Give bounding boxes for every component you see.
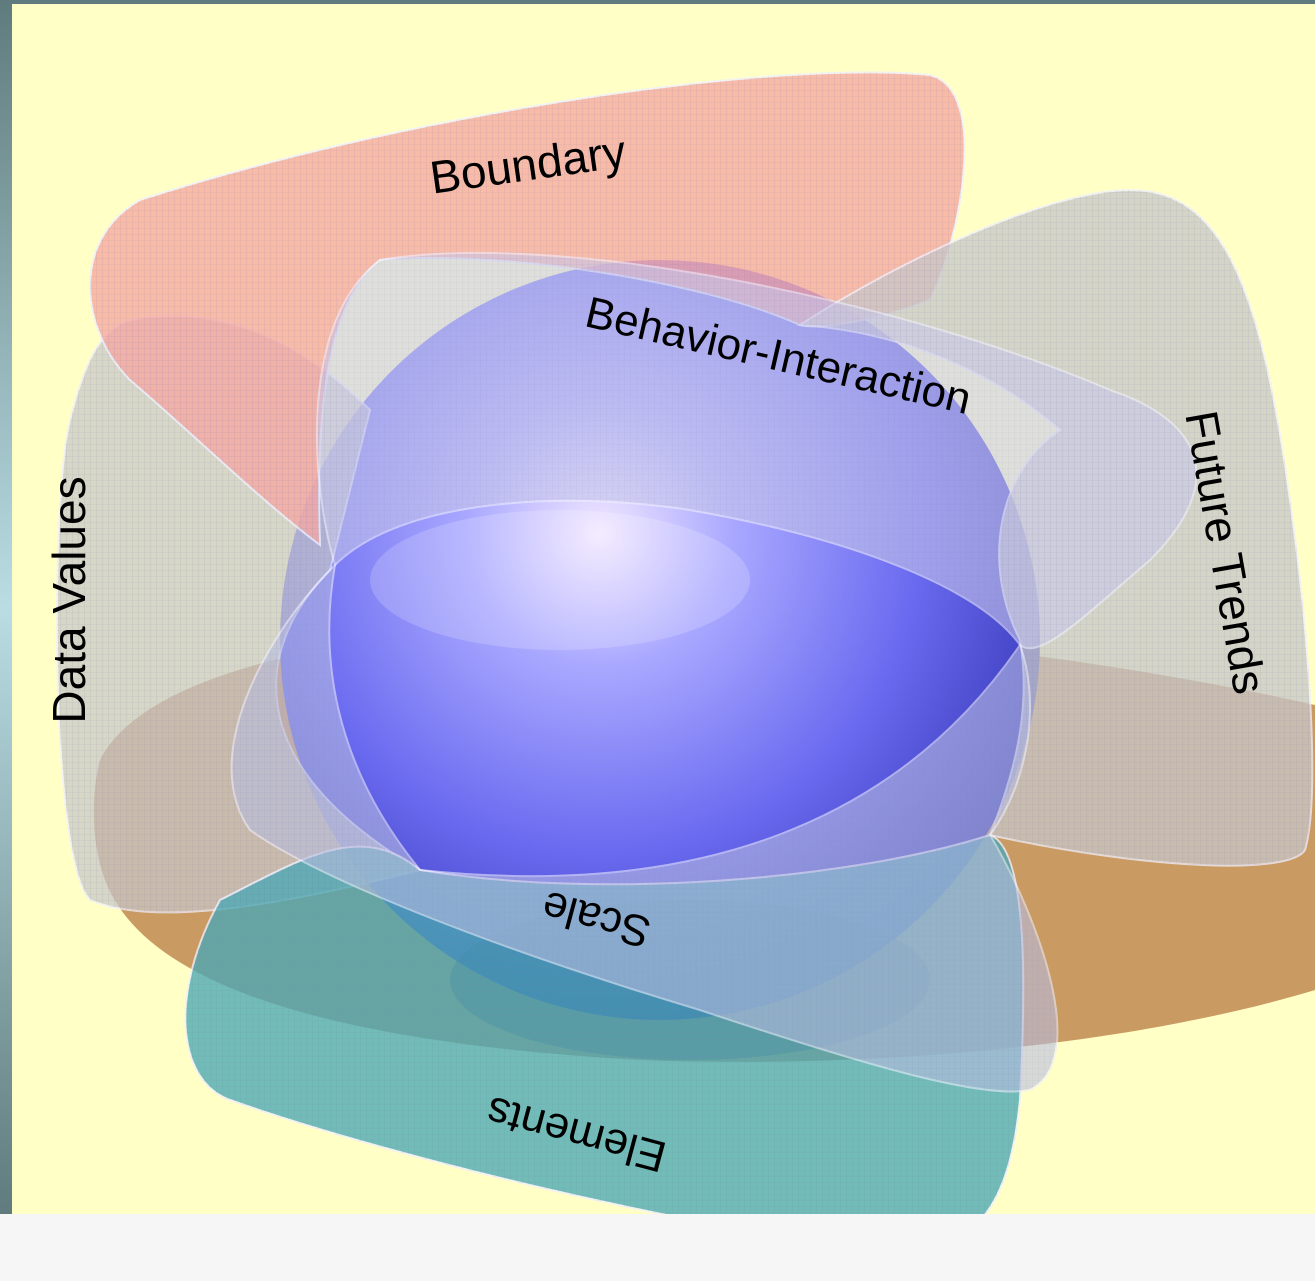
petal-scale: [230, 562, 1059, 1093]
concept-diagram: Boundary Behavior-Interaction Future Tre…: [12, 4, 1315, 1214]
left-frame-bar: [0, 0, 12, 1214]
bottom-strip: [0, 1214, 1315, 1281]
top-frame-bar: [0, 0, 1315, 4]
label-data-values: Data Values: [43, 476, 95, 723]
sphere-highlight: [370, 510, 750, 650]
